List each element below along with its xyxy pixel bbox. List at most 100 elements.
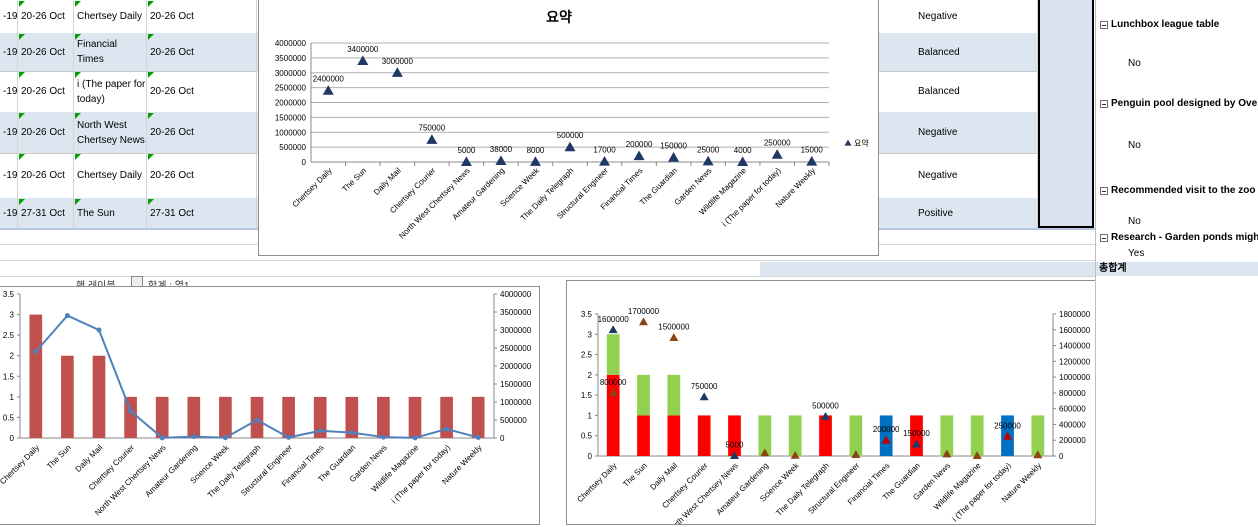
line-point	[286, 434, 292, 440]
selected-column[interactable]	[1038, 0, 1094, 228]
y2-tick-label: 1000000	[1059, 373, 1091, 382]
x-tick-label: Structural Engineer	[806, 461, 861, 516]
y2-tick-label: 0	[500, 434, 505, 443]
stack-bar	[667, 374, 681, 416]
y2-tick-label: 1200000	[1059, 357, 1091, 366]
cell-text: Negative	[918, 127, 958, 138]
stack-bar	[637, 374, 650, 416]
data-label: 3400000	[347, 45, 379, 54]
table-cell[interactable]: Chertsey Daily	[74, 153, 147, 198]
cell-text: -19	[3, 127, 18, 138]
cell-text: -19	[3, 170, 18, 181]
y-tick-label: 3	[10, 311, 15, 320]
table-cell[interactable]: 20-26 Oct	[147, 71, 257, 112]
table-cell[interactable]: i (The paper for today)	[74, 71, 147, 112]
comment-indicator-icon	[19, 1, 25, 7]
cell-text: 20-26 Oct	[21, 170, 65, 181]
data-point	[529, 156, 541, 166]
table-cell[interactable]: -19	[0, 153, 18, 198]
y-tick-label: 2.5	[3, 331, 15, 340]
cell-text: Chertsey Daily	[77, 11, 143, 22]
data-point	[806, 156, 818, 166]
y2-tick-label: 600000	[1059, 405, 1086, 414]
table-cell[interactable]: -19	[0, 0, 18, 33]
y2-tick-label: 0	[1059, 452, 1064, 461]
bar	[471, 396, 485, 438]
cell-text: 27-31 Oct	[150, 207, 194, 219]
x-tick-label: North West Chertsey News	[397, 166, 471, 240]
chart-summary[interactable]: 요약 0 500000 1000000 1500000 2000000 2500000 300…	[258, 0, 879, 256]
collapse-icon[interactable]	[1100, 233, 1108, 242]
table-cell[interactable]: -19	[0, 112, 18, 153]
collapse-icon[interactable]	[1100, 99, 1108, 108]
data-label: 500000	[812, 402, 839, 411]
table-cell[interactable]: 20-26 Oct	[147, 153, 257, 198]
x-tick-label: The Daily Telegraph	[206, 443, 263, 500]
table-cell[interactable]: The Sun	[74, 198, 147, 228]
field-header[interactable]: Recommended visit to the zoo	[1100, 185, 1255, 196]
reach-marker	[790, 450, 800, 459]
y-tick-label: 0	[302, 158, 307, 167]
table-cell[interactable]: Balanced	[915, 71, 1038, 112]
table-cell[interactable]: -19	[0, 198, 18, 228]
y-tick-label: 2	[588, 371, 593, 380]
line-point	[222, 435, 228, 441]
data-point	[599, 155, 611, 166]
table-cell[interactable]: 20-26 Oct	[147, 112, 257, 153]
table-cell[interactable]: Balanced	[915, 33, 1038, 71]
table-cell[interactable]: Negative	[915, 153, 1038, 198]
chart-bar-line[interactable]: 0 0.5 1 1.5 2 2.5 3 3.5 0 500000 1000000 1500000 200…	[0, 286, 540, 525]
table-cell[interactable]: Chertsey Daily	[74, 0, 147, 33]
comment-indicator-icon	[75, 34, 81, 40]
data-label: 150000	[903, 429, 930, 438]
stack-bar	[697, 415, 711, 456]
collapse-icon[interactable]	[1100, 186, 1108, 195]
comment-indicator-icon	[148, 1, 154, 7]
table-cell[interactable]: Negative	[915, 0, 1038, 33]
data-point	[668, 152, 680, 162]
table-cell[interactable]: 20-26 Oct	[18, 153, 74, 198]
bar	[219, 396, 232, 438]
field-header[interactable]: Lunchbox league table	[1100, 19, 1219, 30]
table-cell[interactable]: Financial Times	[74, 33, 147, 71]
bar	[61, 355, 74, 438]
grand-total-label: 총합계	[1096, 262, 1258, 276]
table-cell[interactable]: 27-31 Oct	[18, 198, 74, 228]
data-point	[564, 141, 576, 152]
y-tick-label: 1	[10, 393, 15, 402]
field-header[interactable]: Research - Garden ponds migh	[1100, 232, 1258, 243]
table-cell[interactable]: 27-31 Oct	[147, 198, 257, 228]
table-cell[interactable]: Negative	[915, 112, 1038, 153]
field-header[interactable]: Penguin pool designed by Ove	[1100, 98, 1257, 109]
x-tick-label: The Daily Telegraph	[774, 461, 831, 518]
line-point	[64, 313, 70, 319]
table-cell[interactable]: 20-26 Oct	[18, 33, 74, 71]
data-label: 5000	[726, 441, 744, 450]
comment-indicator-icon	[75, 199, 81, 205]
table-cell[interactable]: Positive	[915, 198, 1038, 228]
reach-marker	[851, 450, 861, 459]
table-cell[interactable]: -19	[0, 71, 18, 112]
y-tick-label: 0	[10, 434, 15, 443]
data-point	[633, 150, 645, 161]
y2-tick-label: 500000	[500, 416, 527, 425]
table-cell[interactable]: North West Chertsey News	[74, 112, 147, 153]
field-value: No	[1128, 140, 1141, 151]
stack-bar	[1031, 415, 1045, 456]
table-cell[interactable]: 20-26 Oct	[18, 112, 74, 153]
table-cell[interactable]: 20-26 Oct	[147, 0, 257, 33]
line-point	[349, 430, 355, 436]
line-point	[412, 435, 418, 441]
table-cell[interactable]: 20-26 Oct	[147, 33, 257, 71]
comment-indicator-icon	[19, 199, 25, 205]
table-cell[interactable]: 20-26 Oct	[18, 0, 74, 33]
table-cell[interactable]: -19	[0, 33, 18, 71]
y2-tick-label: 200000	[1059, 436, 1086, 445]
collapse-icon[interactable]	[1100, 20, 1108, 29]
table-cell[interactable]: 20-26 Oct	[18, 71, 74, 112]
x-tick-label: Amateur Gardening	[715, 461, 771, 517]
cell-text: 20-26 Oct	[21, 127, 65, 138]
cell-text: 20-26 Oct	[21, 46, 65, 58]
data-label: 2400000	[313, 75, 345, 84]
